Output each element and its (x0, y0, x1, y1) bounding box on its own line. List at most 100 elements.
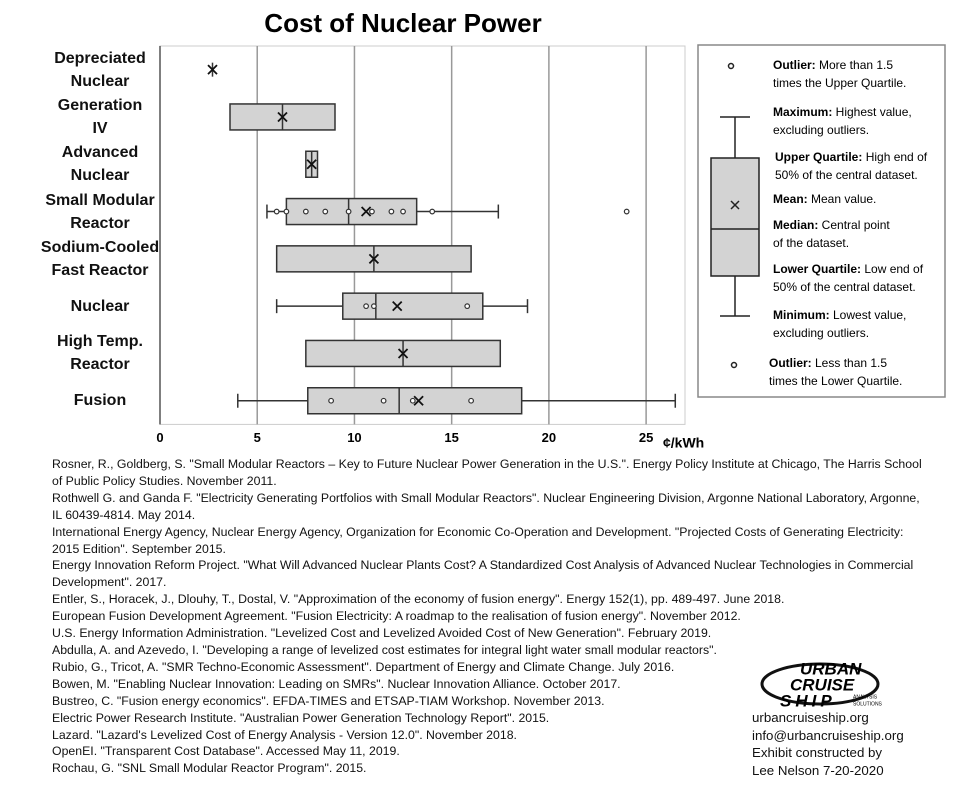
contact-line: Lee Nelson 7-20-2020 (752, 762, 884, 778)
plot-frame (159, 45, 686, 425)
logo-text: SHIP (780, 691, 836, 710)
logo-text: URBAN (800, 659, 862, 678)
reference: U.S. Energy Information Administration. … (52, 626, 712, 641)
x-tick-label: 25 (639, 430, 653, 445)
reference: Energy Innovation Reform Project. "What … (52, 558, 914, 590)
reference: Rubio, G., Tricot, A. "SMR Techno-Econom… (52, 659, 675, 674)
legend-term: Outlier: (773, 58, 816, 72)
contact: urbancruiseship.org info@urbancruiseship.… (752, 709, 904, 779)
data-point (464, 303, 471, 310)
y-tick-label: Depreciated Nuclear (54, 49, 146, 90)
legend-text: Highest value, (832, 105, 911, 119)
legend-text: of the dataset. (773, 236, 849, 250)
y-tick-label: Advanced Nuclear (61, 144, 139, 185)
data-point (273, 208, 280, 215)
logo-text: CRUISE (790, 675, 855, 694)
outlier (623, 208, 630, 215)
legend-text: 50% of the central dataset. (773, 280, 916, 294)
mean-marker (392, 301, 403, 312)
reference: Bustreo, C. "Fusion energy economics". E… (52, 693, 605, 708)
data-point (429, 208, 436, 215)
x-tick-label: 10 (347, 430, 361, 445)
data-point (400, 208, 406, 215)
legend-term: Upper Quartile: (775, 150, 862, 164)
references: Rosner, R., Goldberg, S. "Small Modular … (52, 456, 927, 777)
legend-text: times the Lower Quartile. (769, 374, 902, 388)
chart-title: Cost of Nuclear Power (264, 8, 541, 38)
legend-term: Median: (773, 218, 818, 232)
mean-marker (368, 253, 380, 264)
data-point (328, 397, 335, 404)
legend-frame (697, 44, 946, 398)
legend-entry: Outlier: More than 1.5 times the Upper Qu… (773, 58, 906, 90)
reference: European Fusion Development Agreement. "… (52, 609, 741, 624)
reference: Entler, S., Horacek, J., Dlouhy, T., Dos… (52, 592, 785, 607)
reference: Abdulla, A. and Azevedo, I. "Developing … (52, 642, 717, 657)
data-point (363, 303, 370, 310)
legend-term: Minimum: (773, 308, 830, 322)
legend-key (710, 62, 760, 369)
legend-text: Less than 1.5 (812, 356, 888, 370)
mean-marker (397, 348, 409, 359)
data-point (302, 208, 309, 215)
x-tick-label: 15 (444, 430, 458, 445)
mean-marker (360, 206, 372, 217)
contact-line: info@urbancruiseship.org (752, 727, 904, 743)
reference: Rochau, G. "SNL Small Modular Reactor Pr… (52, 761, 367, 776)
data-point (370, 303, 377, 310)
reference: Rothwell G. and Ganda F. "Electricity Ge… (52, 490, 920, 522)
data-point (409, 397, 416, 404)
legend-entry: Mean: Mean value. (773, 192, 876, 206)
legend-text: Lowest value, (830, 308, 907, 322)
y-tick-label: Nuclear (70, 297, 130, 315)
logo-tag: SOLUTIONS (853, 701, 883, 707)
reference: Bowen, M. "Enabling Nuclear Innovation: … (52, 676, 621, 691)
legend-text: excluding outliers. (773, 123, 869, 137)
data-point (380, 397, 387, 404)
mean-marker (207, 64, 218, 75)
y-tick-label: High Temp. Reactor (57, 333, 143, 374)
x-tick-label: 5 (254, 430, 261, 445)
reference: International Energy Agency, Nuclear Ene… (52, 524, 904, 556)
legend-term: Maximum: (773, 105, 832, 119)
legend-text: High end of (862, 150, 927, 164)
reference: OpenEI. "Transparent Cost Database". Acc… (52, 744, 400, 759)
y-tick-label: Generation IV (57, 96, 143, 137)
data-point (388, 208, 395, 215)
mean-marker (306, 159, 317, 170)
legend-entry: Lower Quartile: Low end of 50% of the cen… (773, 262, 924, 294)
reference: Rosner, R., Goldberg, S. "Small Modular … (52, 457, 922, 488)
legend-text: times the Upper Quartile. (773, 76, 906, 90)
legend-text: Mean value. (808, 192, 877, 206)
legend-text: More than 1.5 (816, 58, 894, 72)
reference: Electric Power Research Institute. "Aust… (52, 710, 550, 725)
legend-text: 50% of the central dataset. (775, 168, 918, 182)
y-tick-label: Sodium-Cooled Fast Reactor (40, 238, 160, 279)
y-tick-label: Small Modular Reactor (45, 191, 155, 232)
legend-term: Outlier: (769, 356, 812, 370)
reference: Lazard. "Lazard's Levelized Cost of Ener… (52, 727, 517, 742)
logo-tag: ANALYSIS (853, 694, 878, 700)
data-point (322, 208, 329, 215)
mean-marker (413, 395, 424, 406)
legend-text: Central point (818, 218, 890, 232)
legend-entry: Minimum: Lowest value, excluding outliers… (773, 308, 906, 340)
y-tick-label: Fusion (73, 392, 127, 410)
data-point (468, 397, 475, 404)
legend-term: Mean: (773, 192, 808, 206)
x-tick-label: 0 (156, 430, 163, 445)
legend-entry: Median: Central point of the dataset. (773, 218, 890, 250)
contact-line: urbancruiseship.org (752, 710, 869, 725)
legend-entry: Maximum: Highest value, excluding outlier… (773, 105, 912, 137)
contact-line: Exhibit constructed by (752, 745, 883, 760)
data-point (283, 208, 290, 215)
legend-text: excluding outliers. (773, 326, 869, 340)
legend-entry: Upper Quartile: High end of 50% of the ce… (775, 150, 928, 182)
logo: URBAN CRUISE SHIP ANALYSIS SOLUTIONS (760, 659, 883, 710)
mean-marker (277, 111, 288, 123)
data-point (345, 208, 352, 215)
legend-entry: Outlier: Less than 1.5 times the Lower Qu… (769, 356, 902, 388)
legend-term: Lower Quartile: (773, 262, 861, 276)
